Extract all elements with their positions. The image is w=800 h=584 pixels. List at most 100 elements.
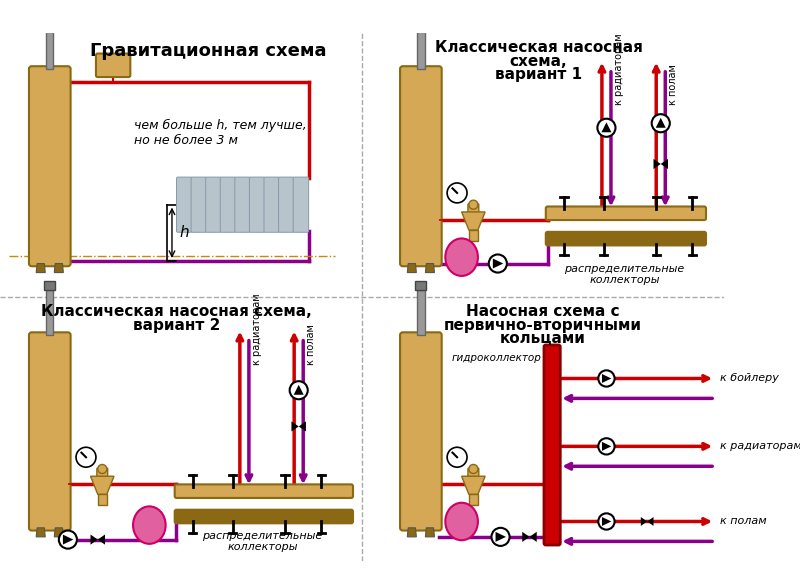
Polygon shape bbox=[661, 159, 668, 169]
Text: к полам: к полам bbox=[306, 324, 316, 365]
Polygon shape bbox=[602, 442, 611, 451]
Text: чем больше h, тем лучше,
но не более 3 м: чем больше h, тем лучше, но не более 3 м bbox=[134, 119, 306, 147]
Polygon shape bbox=[54, 528, 63, 537]
Polygon shape bbox=[426, 263, 434, 273]
FancyBboxPatch shape bbox=[29, 66, 70, 266]
Text: схема,: схема, bbox=[510, 54, 567, 68]
Text: h: h bbox=[179, 225, 189, 240]
Polygon shape bbox=[462, 212, 485, 230]
Ellipse shape bbox=[446, 238, 478, 276]
Text: к радиаторам: к радиаторам bbox=[719, 442, 800, 451]
FancyBboxPatch shape bbox=[544, 345, 560, 545]
Polygon shape bbox=[407, 263, 416, 273]
Polygon shape bbox=[63, 534, 74, 544]
FancyBboxPatch shape bbox=[97, 468, 108, 477]
Polygon shape bbox=[493, 259, 503, 269]
Circle shape bbox=[59, 530, 77, 548]
Ellipse shape bbox=[446, 503, 478, 540]
Polygon shape bbox=[298, 422, 306, 432]
Polygon shape bbox=[36, 528, 46, 537]
Text: распределительные
коллекторы: распределительные коллекторы bbox=[202, 530, 322, 552]
Text: Насосная схема с: Насосная схема с bbox=[466, 304, 620, 319]
Circle shape bbox=[469, 200, 478, 209]
Text: к радиаторам: к радиаторам bbox=[252, 293, 262, 365]
Text: к радиаторам: к радиаторам bbox=[614, 33, 624, 105]
Polygon shape bbox=[530, 532, 537, 542]
Polygon shape bbox=[469, 230, 478, 241]
Text: к полам: к полам bbox=[719, 516, 766, 527]
Text: кольцами: кольцами bbox=[500, 331, 586, 346]
Text: вариант 1: вариант 1 bbox=[495, 67, 582, 82]
Polygon shape bbox=[46, 24, 54, 69]
FancyBboxPatch shape bbox=[293, 177, 309, 232]
Polygon shape bbox=[90, 476, 114, 494]
Text: к бойлеру: к бойлеру bbox=[719, 374, 778, 384]
Text: распределительные
коллекторы: распределительные коллекторы bbox=[565, 263, 685, 285]
Circle shape bbox=[447, 183, 467, 203]
FancyBboxPatch shape bbox=[206, 177, 221, 232]
Text: к полам: к полам bbox=[668, 64, 678, 105]
FancyBboxPatch shape bbox=[29, 332, 70, 530]
Polygon shape bbox=[469, 494, 478, 505]
FancyBboxPatch shape bbox=[174, 510, 353, 523]
Polygon shape bbox=[54, 263, 63, 273]
FancyBboxPatch shape bbox=[278, 177, 294, 232]
FancyBboxPatch shape bbox=[220, 177, 236, 232]
Polygon shape bbox=[36, 263, 46, 273]
Ellipse shape bbox=[133, 506, 166, 544]
Polygon shape bbox=[415, 281, 426, 290]
Polygon shape bbox=[418, 290, 425, 335]
Polygon shape bbox=[46, 290, 54, 335]
Text: Гравитационная схема: Гравитационная схема bbox=[90, 42, 326, 60]
Circle shape bbox=[469, 464, 478, 474]
Circle shape bbox=[489, 255, 507, 273]
FancyBboxPatch shape bbox=[546, 232, 706, 245]
Polygon shape bbox=[407, 528, 416, 537]
FancyBboxPatch shape bbox=[177, 177, 192, 232]
Polygon shape bbox=[98, 494, 107, 505]
FancyBboxPatch shape bbox=[191, 177, 206, 232]
FancyBboxPatch shape bbox=[96, 54, 130, 77]
Text: гидроколлектор: гидроколлектор bbox=[451, 353, 542, 363]
Polygon shape bbox=[44, 281, 55, 290]
Polygon shape bbox=[602, 122, 611, 133]
FancyBboxPatch shape bbox=[546, 207, 706, 220]
FancyBboxPatch shape bbox=[400, 332, 442, 530]
Circle shape bbox=[598, 119, 615, 137]
Polygon shape bbox=[462, 476, 485, 494]
FancyBboxPatch shape bbox=[468, 468, 479, 477]
FancyBboxPatch shape bbox=[235, 177, 250, 232]
Text: Классическая насосная схема,: Классическая насосная схема, bbox=[41, 304, 312, 319]
Polygon shape bbox=[647, 517, 654, 526]
Polygon shape bbox=[90, 534, 98, 545]
Circle shape bbox=[598, 370, 614, 387]
FancyBboxPatch shape bbox=[174, 484, 353, 498]
Text: первично-вторичными: первично-вторичными bbox=[444, 318, 642, 333]
Circle shape bbox=[652, 114, 670, 133]
Circle shape bbox=[290, 381, 308, 399]
Text: Классическая насосная: Классическая насосная bbox=[434, 40, 642, 55]
Polygon shape bbox=[418, 24, 425, 69]
Polygon shape bbox=[656, 118, 666, 128]
Polygon shape bbox=[291, 422, 298, 432]
Polygon shape bbox=[522, 532, 530, 542]
Polygon shape bbox=[294, 385, 304, 395]
Polygon shape bbox=[654, 159, 661, 169]
Circle shape bbox=[76, 447, 96, 467]
Polygon shape bbox=[44, 15, 55, 24]
Circle shape bbox=[447, 447, 467, 467]
Polygon shape bbox=[426, 528, 434, 537]
Circle shape bbox=[491, 528, 510, 546]
Circle shape bbox=[98, 464, 107, 474]
Polygon shape bbox=[641, 517, 647, 526]
Polygon shape bbox=[495, 532, 506, 542]
Circle shape bbox=[598, 513, 614, 530]
Circle shape bbox=[598, 438, 614, 454]
Polygon shape bbox=[602, 374, 611, 383]
Polygon shape bbox=[602, 517, 611, 526]
Polygon shape bbox=[98, 534, 105, 545]
Text: вариант 2: вариант 2 bbox=[133, 318, 220, 333]
FancyBboxPatch shape bbox=[468, 204, 479, 213]
FancyBboxPatch shape bbox=[264, 177, 279, 232]
FancyBboxPatch shape bbox=[400, 66, 442, 266]
